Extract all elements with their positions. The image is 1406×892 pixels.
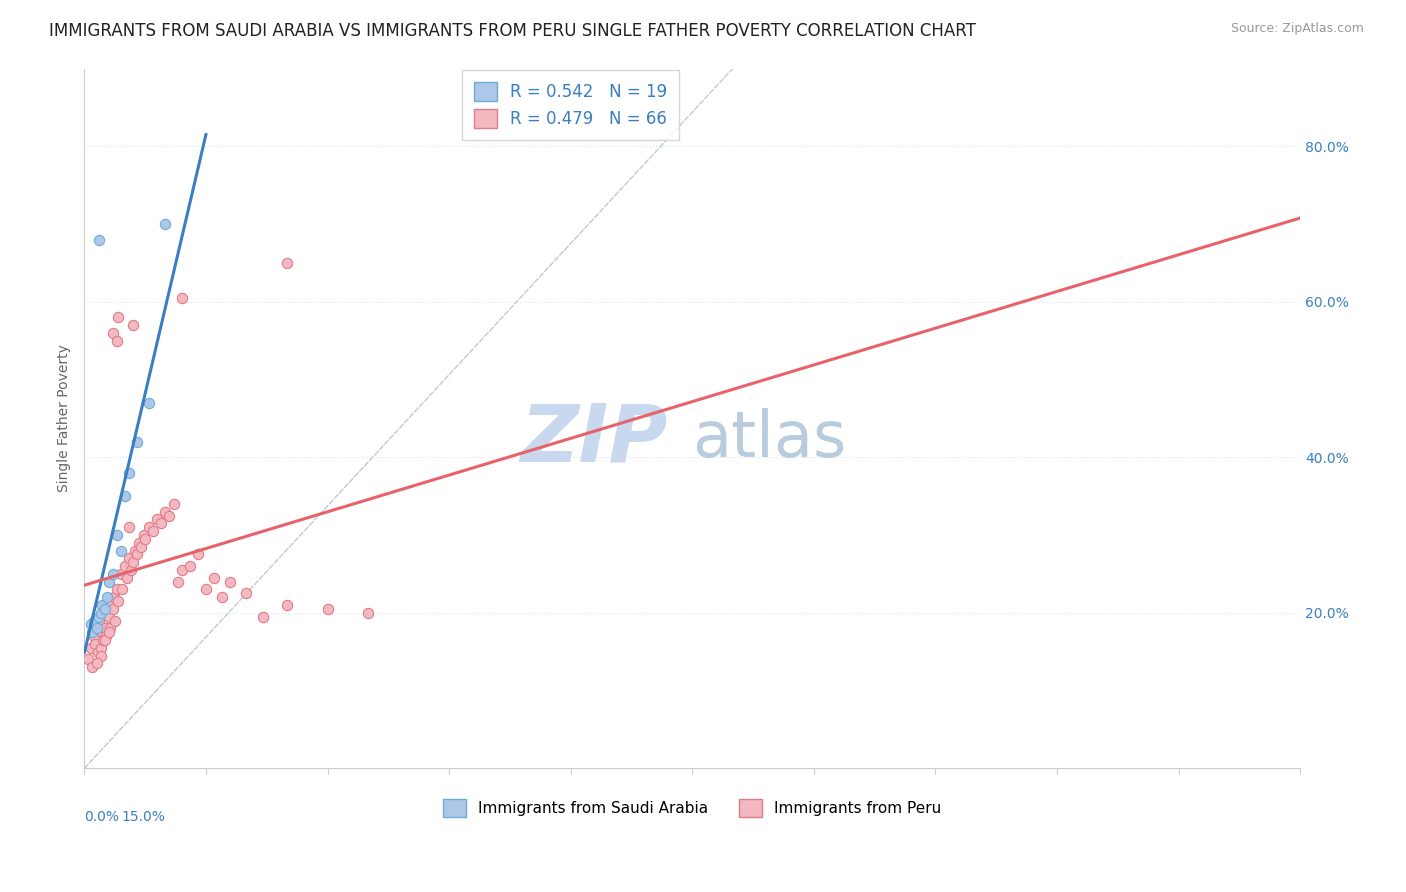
- Text: 15.0%: 15.0%: [121, 810, 166, 824]
- Point: [129, 540, 152, 554]
- Point: [146, 512, 169, 526]
- Point: [90, 606, 112, 620]
- Point: [202, 571, 225, 585]
- Point: [132, 528, 155, 542]
- Point: [93, 602, 115, 616]
- Point: [98, 621, 121, 635]
- Point: [90, 640, 112, 655]
- Point: [86, 621, 108, 635]
- Point: [101, 566, 124, 581]
- Point: [93, 632, 115, 647]
- Point: [111, 582, 134, 597]
- Point: [83, 614, 105, 628]
- Point: [122, 555, 145, 569]
- Point: [84, 637, 107, 651]
- Point: [125, 434, 148, 449]
- Point: [170, 563, 193, 577]
- Point: [134, 532, 156, 546]
- Point: [97, 574, 120, 589]
- Point: [87, 609, 110, 624]
- Point: [118, 520, 141, 534]
- Point: [105, 582, 128, 597]
- Point: [118, 466, 141, 480]
- Point: [122, 318, 145, 332]
- Point: [87, 233, 110, 247]
- Point: [357, 606, 380, 620]
- Point: [87, 645, 110, 659]
- Point: [101, 326, 124, 340]
- Point: [91, 598, 114, 612]
- Point: [118, 551, 141, 566]
- Point: [316, 602, 339, 616]
- Point: [83, 629, 105, 643]
- Text: IMMIGRANTS FROM SAUDI ARABIA VS IMMIGRANTS FROM PERU SINGLE FATHER POVERTY CORRE: IMMIGRANTS FROM SAUDI ARABIA VS IMMIGRAN…: [49, 22, 976, 40]
- Point: [155, 505, 177, 519]
- Point: [86, 657, 108, 671]
- Point: [159, 508, 181, 523]
- Point: [114, 559, 136, 574]
- Point: [86, 617, 108, 632]
- Point: [107, 310, 129, 325]
- Point: [124, 543, 146, 558]
- Point: [80, 617, 103, 632]
- Legend: Immigrants from Saudi Arabia, Immigrants from Peru: Immigrants from Saudi Arabia, Immigrants…: [437, 793, 948, 823]
- Point: [100, 598, 122, 612]
- Point: [155, 217, 177, 231]
- Point: [96, 606, 118, 620]
- Point: [82, 625, 104, 640]
- Point: [128, 536, 150, 550]
- Text: Source: ZipAtlas.com: Source: ZipAtlas.com: [1230, 22, 1364, 36]
- Point: [107, 594, 129, 608]
- Point: [114, 489, 136, 503]
- Point: [219, 574, 242, 589]
- Point: [110, 566, 132, 581]
- Point: [125, 548, 148, 562]
- Y-axis label: Single Father Poverty: Single Father Poverty: [58, 344, 72, 492]
- Point: [97, 625, 120, 640]
- Point: [91, 632, 114, 647]
- Text: ZIP: ZIP: [520, 401, 668, 478]
- Point: [276, 256, 298, 270]
- Point: [115, 571, 138, 585]
- Point: [91, 625, 114, 640]
- Point: [103, 591, 125, 605]
- Point: [82, 660, 104, 674]
- Point: [138, 520, 160, 534]
- Point: [105, 528, 128, 542]
- Point: [142, 524, 165, 538]
- Point: [104, 614, 127, 628]
- Point: [96, 629, 118, 643]
- Point: [96, 591, 118, 605]
- Point: [80, 640, 103, 655]
- Point: [170, 291, 193, 305]
- Point: [97, 609, 120, 624]
- Text: 0.0%: 0.0%: [84, 810, 120, 824]
- Point: [179, 559, 201, 574]
- Point: [252, 609, 274, 624]
- Point: [162, 497, 184, 511]
- Point: [276, 598, 298, 612]
- Point: [235, 586, 257, 600]
- Point: [150, 516, 173, 531]
- Point: [101, 602, 124, 616]
- Point: [87, 614, 110, 628]
- Point: [93, 621, 115, 635]
- Point: [187, 548, 209, 562]
- Point: [105, 334, 128, 348]
- Point: [90, 648, 112, 663]
- Point: [194, 582, 217, 597]
- Point: [211, 591, 233, 605]
- Point: [166, 574, 188, 589]
- Text: atlas: atlas: [692, 409, 846, 470]
- Point: [138, 396, 160, 410]
- Point: [110, 543, 132, 558]
- Point: [120, 563, 142, 577]
- Point: [77, 652, 100, 666]
